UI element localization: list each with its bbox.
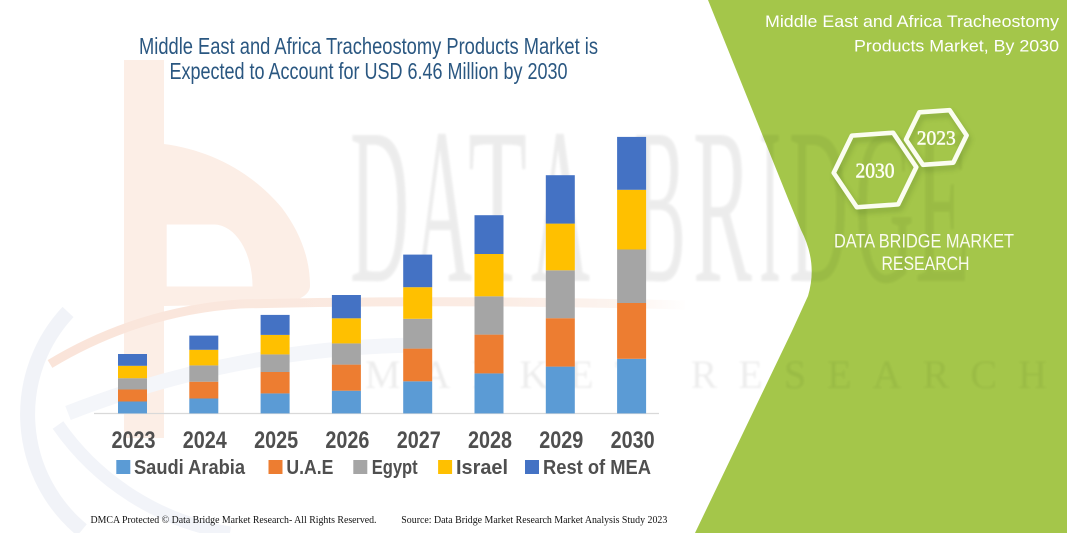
svg-text:2028: 2028 — [468, 427, 512, 454]
svg-text:Egypt: Egypt — [372, 457, 418, 479]
svg-text:2025: 2025 — [254, 427, 298, 454]
svg-text:2029: 2029 — [539, 427, 583, 454]
svg-text:2027: 2027 — [397, 427, 441, 454]
svg-text:DMCA Protected © Data Bridge M: DMCA Protected © Data Bridge Market Rese… — [91, 514, 377, 526]
svg-text:Products Market, By 2030: Products Market, By 2030 — [854, 37, 1059, 56]
svg-text:Israel: Israel — [456, 457, 508, 479]
svg-text:DATA BRIDGE MARKET: DATA BRIDGE MARKET — [834, 232, 1014, 253]
svg-text:Saudi Arabia: Saudi Arabia — [134, 457, 246, 479]
svg-text:2030: 2030 — [856, 159, 895, 183]
svg-text:Expected to Account for USD 6.: Expected to Account for USD 6.46 Million… — [170, 58, 568, 84]
svg-text:2023: 2023 — [917, 128, 956, 150]
svg-text:2024: 2024 — [183, 427, 228, 454]
svg-text:Source: Data Bridge Market Res: Source: Data Bridge Market Research Mark… — [401, 514, 667, 526]
svg-text:Middle East and Africa Tracheo: Middle East and Africa Tracheostomy Prod… — [139, 33, 598, 59]
svg-text:2030: 2030 — [611, 427, 655, 454]
svg-text:Rest of MEA: Rest of MEA — [543, 457, 651, 479]
svg-text:U.A.E: U.A.E — [286, 457, 333, 479]
svg-text:Middle East and Africa Tracheo: Middle East and Africa Tracheostomy — [765, 12, 1060, 31]
svg-text:2023: 2023 — [112, 427, 156, 454]
svg-text:2026: 2026 — [325, 427, 369, 454]
svg-text:RESEARCH: RESEARCH — [882, 254, 970, 275]
